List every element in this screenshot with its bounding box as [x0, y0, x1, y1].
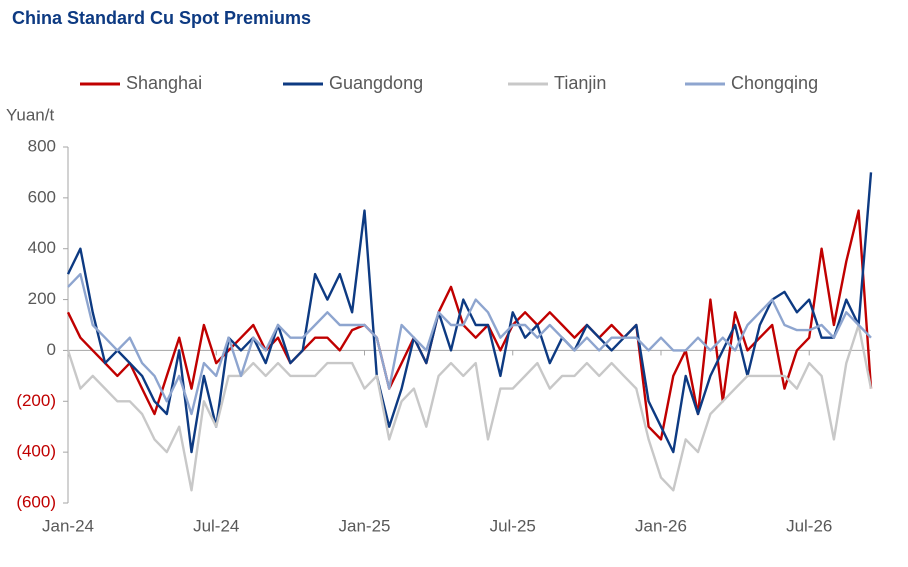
x-tick-label: Jul-25 — [490, 516, 536, 535]
series-line — [66, 323, 873, 492]
chart-title: China Standard Cu Spot Premiums — [12, 8, 311, 28]
series-line — [66, 209, 873, 441]
legend-label: Guangdong — [329, 73, 423, 93]
series-line — [67, 272, 872, 416]
y-tick-label: 0 — [47, 340, 56, 359]
y-tick-label: (400) — [16, 442, 56, 461]
y-tick-label: 400 — [28, 238, 56, 257]
x-tick-label: Jul-24 — [193, 516, 239, 535]
y-tick-label: 800 — [28, 136, 56, 155]
legend-label: Tianjin — [554, 73, 606, 93]
legend-label: Chongqing — [731, 73, 818, 93]
x-tick-label: Jul-26 — [786, 516, 832, 535]
x-tick-label: Jan-24 — [42, 516, 94, 535]
y-tick-label: 200 — [28, 289, 56, 308]
y-tick-label: 600 — [28, 187, 56, 206]
x-tick-label: Jan-26 — [635, 516, 687, 535]
y-tick-label: (200) — [16, 391, 56, 410]
x-tick-label: Jan-25 — [339, 516, 391, 535]
y-tick-label: (600) — [16, 492, 56, 511]
legend-label: Shanghai — [126, 73, 202, 93]
y-axis-label: Yuan/t — [6, 105, 54, 124]
